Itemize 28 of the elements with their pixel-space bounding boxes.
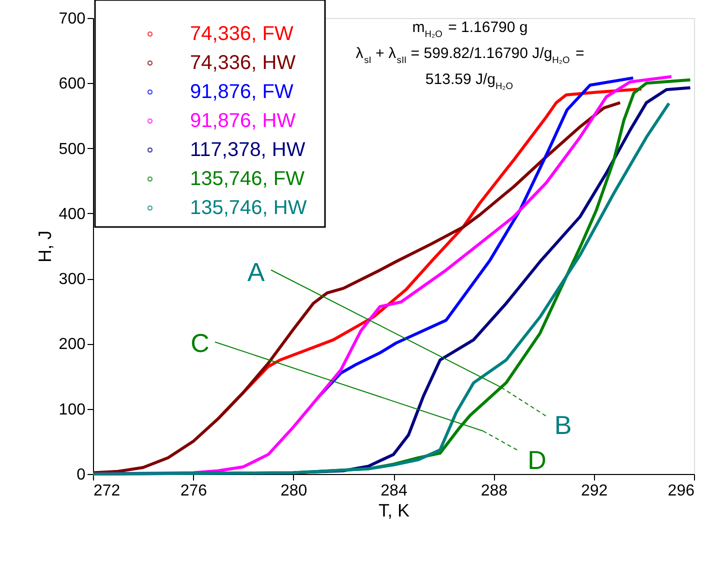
y-tick-label: 600 xyxy=(58,76,86,93)
y-tick-label: 0 xyxy=(76,466,86,484)
x-tick-label: 276 xyxy=(180,482,208,500)
y-tick-label: 100 xyxy=(58,401,86,418)
y-tick-label: 400 xyxy=(58,206,86,223)
legend-label: 135,746, HW xyxy=(190,197,307,219)
x-axis-title: T, K xyxy=(378,500,410,520)
legend-label: 91,876, HW xyxy=(190,110,296,132)
annotation: A xyxy=(247,257,266,287)
y-tick-label: 700 xyxy=(58,10,86,28)
legend-label: 74,336, HW xyxy=(190,52,296,74)
legend-label: 135,746, FW xyxy=(190,168,305,190)
legend-label: 74,336, FW xyxy=(190,23,294,45)
annotation: D xyxy=(528,445,546,475)
y-tick-label: 300 xyxy=(58,271,86,288)
legend-label: 117,378, HW xyxy=(190,139,306,161)
x-tick-label: 280 xyxy=(280,482,308,500)
y-tick-label: 200 xyxy=(58,336,86,354)
x-tick-label: 284 xyxy=(380,482,408,500)
y-tick-label: 500 xyxy=(58,140,86,158)
x-tick-label: 292 xyxy=(580,482,608,500)
x-tick-label: 272 xyxy=(94,482,120,500)
annotation: B xyxy=(554,410,572,440)
legend-label: 91,876, FW xyxy=(190,81,294,103)
y-axis-title: H, J xyxy=(34,230,55,263)
x-tick-label: 296 xyxy=(668,482,695,500)
x-tick-label: 288 xyxy=(480,482,508,500)
annotation: C xyxy=(190,328,210,358)
